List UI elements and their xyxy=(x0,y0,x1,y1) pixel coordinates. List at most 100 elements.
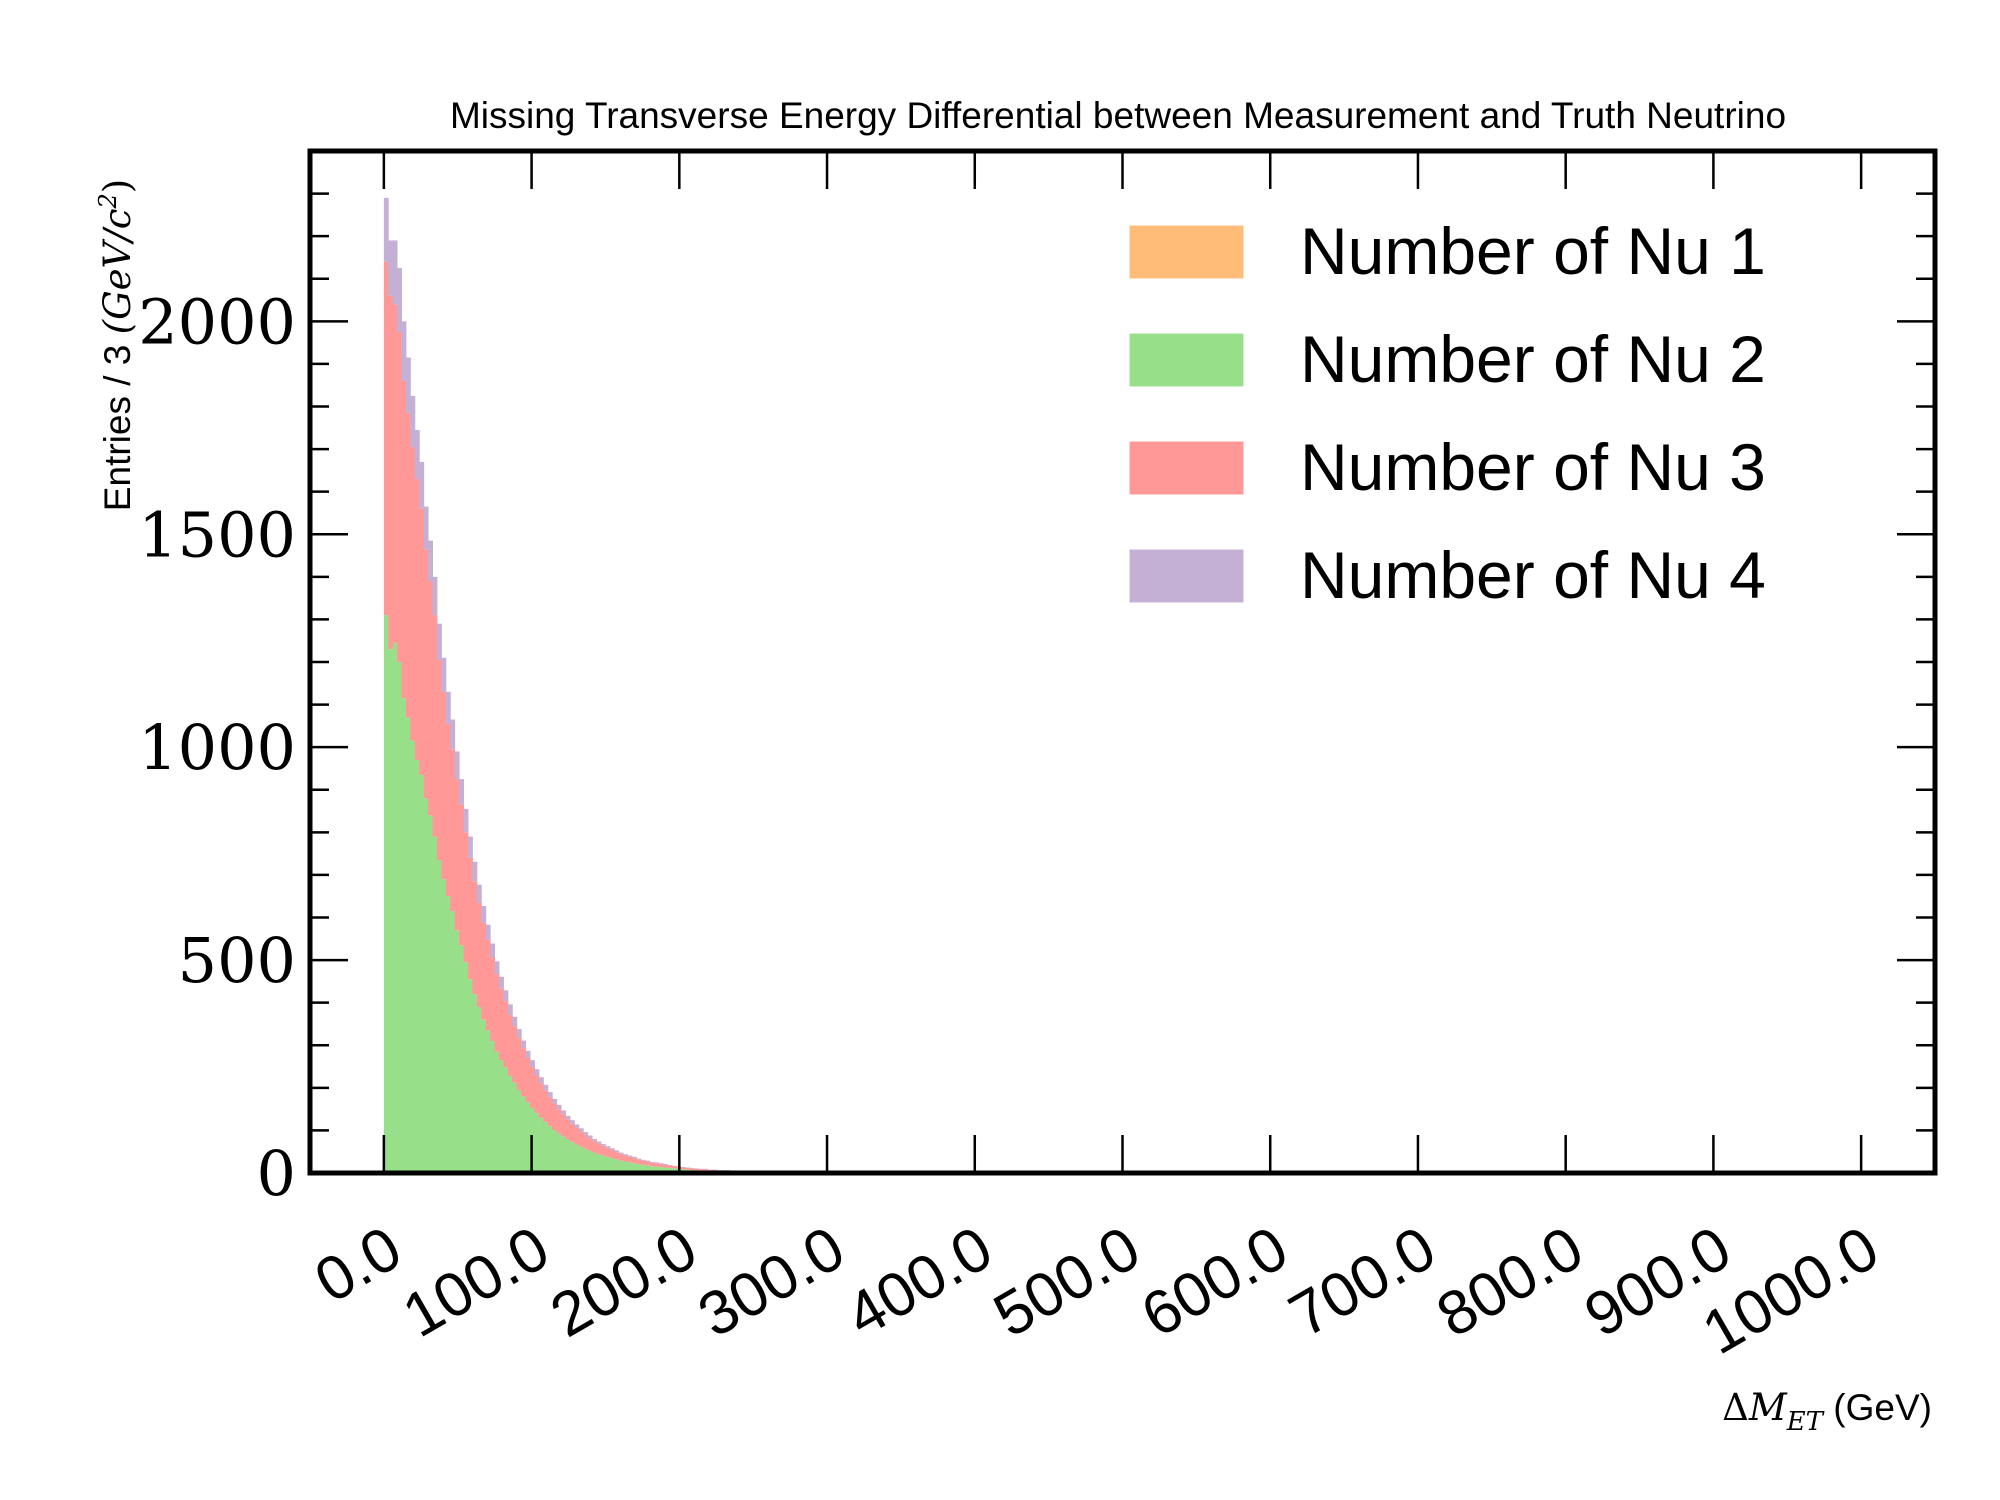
bar xyxy=(463,808,469,833)
bar xyxy=(454,779,460,931)
bar xyxy=(547,1092,553,1098)
bar xyxy=(476,884,482,903)
bar xyxy=(383,615,389,1173)
bar xyxy=(406,412,411,718)
bar xyxy=(401,321,407,381)
bar xyxy=(552,1103,558,1130)
bar xyxy=(530,1066,535,1108)
bar xyxy=(543,1121,549,1173)
bar xyxy=(388,240,394,296)
bar xyxy=(525,1050,531,1059)
x-tick-label: 600.0 xyxy=(1130,1213,1299,1350)
bar xyxy=(636,1164,642,1173)
bar xyxy=(481,1019,487,1173)
bar xyxy=(406,717,411,1173)
bar xyxy=(561,1136,566,1173)
x-axis-label-unit: (GeV) xyxy=(1823,1387,1932,1428)
bar xyxy=(525,1058,531,1103)
bar xyxy=(388,649,394,1173)
bar xyxy=(521,1040,527,1049)
bar xyxy=(565,1115,571,1120)
bar xyxy=(503,1001,509,1068)
bar xyxy=(401,698,407,1173)
bar xyxy=(445,691,451,724)
bar xyxy=(392,240,398,305)
legend-item: Number of Nu 1 xyxy=(1129,214,1766,288)
bar xyxy=(441,879,447,1173)
bar xyxy=(596,1141,602,1144)
bar xyxy=(596,1143,602,1155)
bar xyxy=(623,1155,629,1162)
x-axis-label: ΔMET (GeV) xyxy=(1722,1386,1932,1437)
bar xyxy=(530,1060,535,1067)
bar xyxy=(441,657,447,692)
bar xyxy=(450,719,456,750)
bar xyxy=(428,540,434,582)
bar xyxy=(485,940,491,1031)
bar xyxy=(507,1075,513,1173)
bar xyxy=(587,1138,593,1151)
bar xyxy=(658,1164,664,1168)
x-tick-label: 800.0 xyxy=(1426,1213,1595,1350)
bar xyxy=(601,1144,606,1146)
bar xyxy=(592,1152,597,1173)
bar xyxy=(627,1162,633,1173)
bar xyxy=(388,295,394,650)
bar xyxy=(397,662,402,1173)
bar xyxy=(627,1156,633,1163)
bar xyxy=(419,508,425,775)
y-tick-label: 2000 xyxy=(138,285,296,358)
bar xyxy=(538,1077,544,1084)
bar xyxy=(592,1138,597,1142)
y-tick-label: 500 xyxy=(178,924,296,997)
bar xyxy=(601,1155,606,1173)
x-tick-label: 100.0 xyxy=(392,1213,561,1350)
bar xyxy=(450,911,456,1173)
bar xyxy=(605,1156,611,1173)
bar xyxy=(574,1144,580,1173)
bar xyxy=(499,976,504,989)
axis-ticks xyxy=(310,149,1935,1175)
bar xyxy=(490,957,496,1041)
x-tick-label: 500.0 xyxy=(983,1213,1152,1350)
bar xyxy=(663,1164,668,1168)
bar xyxy=(552,1129,558,1173)
bar xyxy=(645,1161,651,1166)
bar xyxy=(578,1128,584,1132)
bar xyxy=(445,723,451,897)
x-tick-label: 200.0 xyxy=(539,1213,708,1350)
bar xyxy=(476,902,482,1007)
legend-item: Number of Nu 3 xyxy=(1129,430,1766,504)
bar xyxy=(503,990,509,1002)
legend-item: Number of Nu 4 xyxy=(1129,538,1766,612)
bar xyxy=(383,261,389,616)
bar xyxy=(636,1159,642,1165)
bar xyxy=(587,1150,593,1173)
x-tick-labels: 0.0100.0200.0300.0400.0500.0600.0700.080… xyxy=(304,1213,1890,1368)
bar xyxy=(640,1160,646,1165)
bar xyxy=(534,1069,540,1076)
bar xyxy=(547,1126,553,1173)
bar xyxy=(454,751,460,780)
bar xyxy=(494,1051,500,1173)
bar xyxy=(636,1158,642,1160)
bar xyxy=(516,1029,522,1038)
bar xyxy=(472,881,478,995)
bar xyxy=(561,1114,566,1137)
bar xyxy=(649,1162,655,1167)
bar xyxy=(592,1141,597,1153)
bar xyxy=(640,1164,646,1173)
bar xyxy=(623,1161,629,1173)
bar xyxy=(499,988,504,1061)
bar xyxy=(578,1146,584,1173)
bar xyxy=(609,1150,615,1159)
bar xyxy=(578,1131,584,1147)
bar xyxy=(437,860,442,1173)
bar xyxy=(618,1152,624,1154)
bar xyxy=(485,924,491,941)
bar xyxy=(494,961,500,975)
legend-item: Number of Nu 2 xyxy=(1129,322,1766,396)
bar xyxy=(694,1168,699,1171)
y-axis-label-close: ) xyxy=(96,179,139,193)
bar xyxy=(414,759,420,1173)
